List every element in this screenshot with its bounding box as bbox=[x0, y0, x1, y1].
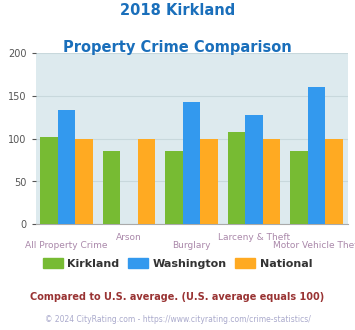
Bar bbox=[326, 139, 343, 224]
Text: Arson: Arson bbox=[116, 233, 142, 242]
Text: Motor Vehicle Theft: Motor Vehicle Theft bbox=[273, 241, 355, 250]
Bar bbox=[138, 139, 155, 224]
Bar bbox=[40, 137, 58, 224]
Bar bbox=[76, 139, 93, 224]
Bar bbox=[308, 87, 326, 224]
Bar bbox=[228, 132, 245, 224]
Legend: Kirkland, Washington, National: Kirkland, Washington, National bbox=[38, 253, 317, 273]
Bar bbox=[58, 110, 76, 224]
Bar bbox=[290, 150, 308, 224]
Bar bbox=[103, 151, 120, 224]
Bar bbox=[183, 102, 201, 224]
Bar bbox=[165, 151, 183, 224]
Bar bbox=[201, 139, 218, 224]
Text: Larceny & Theft: Larceny & Theft bbox=[218, 233, 290, 242]
Bar bbox=[245, 115, 263, 224]
Text: 2018 Kirkland: 2018 Kirkland bbox=[120, 3, 235, 18]
Text: © 2024 CityRating.com - https://www.cityrating.com/crime-statistics/: © 2024 CityRating.com - https://www.city… bbox=[45, 315, 310, 324]
Text: Property Crime Comparison: Property Crime Comparison bbox=[63, 40, 292, 54]
Text: Burglary: Burglary bbox=[173, 241, 211, 250]
Text: Compared to U.S. average. (U.S. average equals 100): Compared to U.S. average. (U.S. average … bbox=[31, 292, 324, 302]
Bar bbox=[263, 139, 280, 224]
Text: All Property Crime: All Property Crime bbox=[26, 241, 108, 250]
